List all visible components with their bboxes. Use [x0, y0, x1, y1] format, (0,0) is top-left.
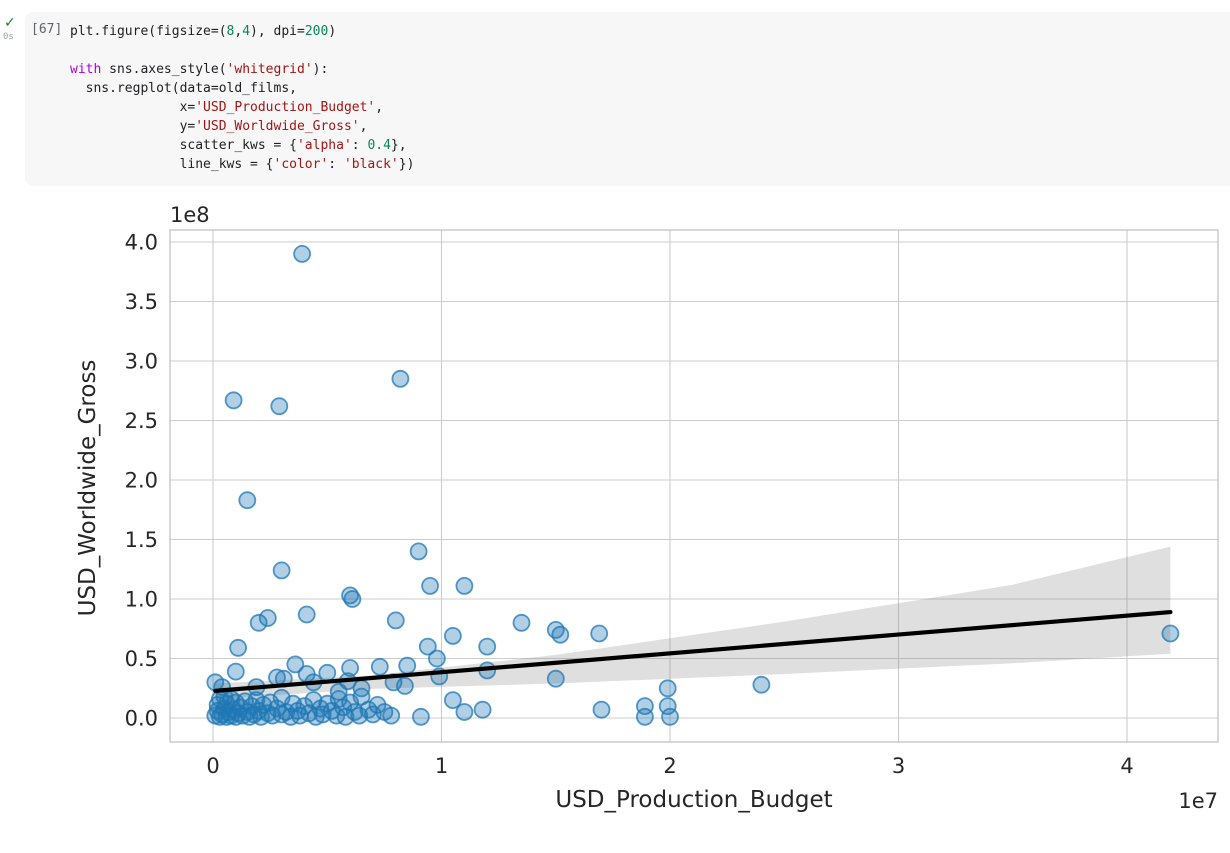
axes-frame	[169, 229, 1219, 743]
y-tick-label: 3.0	[125, 350, 158, 374]
y-tick-label: 2.0	[125, 469, 158, 493]
y-tick-label: 0.0	[125, 707, 158, 731]
scatter-point	[455, 703, 474, 721]
scatter-point	[636, 707, 654, 726]
scatter-point	[343, 590, 362, 608]
x-axis-label: USD_Production_Budget	[555, 787, 832, 813]
scatter-point	[411, 707, 430, 726]
code-line[interactable]: with sns.axes_style('whitegrid'):	[70, 62, 329, 77]
scatter-point	[313, 705, 332, 724]
scatter-point	[427, 649, 446, 668]
code-line[interactable]: x='USD_Production_Budget',	[70, 100, 384, 115]
regplot-chart: 0 1 2 3 4 0.0 0.5 1.0 1.5 2.0 2.5 3.0 3.5 4.0 1e8 1e7 US…	[75, 203, 1219, 813]
scatter-point	[270, 397, 289, 416]
y-tick-label: 4.0	[125, 231, 158, 255]
scatter-point	[478, 637, 497, 656]
scatter-point	[658, 679, 677, 698]
confidence-band	[215, 546, 1171, 699]
scatter-point	[661, 707, 679, 726]
code-line[interactable]: sns.regplot(data=old_films,	[70, 81, 297, 96]
scatter-point	[546, 669, 565, 688]
scatter-point	[1161, 624, 1180, 643]
code-line[interactable]: line_kws = {'color': 'black'})	[70, 157, 415, 172]
code-cell[interactable]: [67] plt.figure(figsize=(8,4), dpi=200) …	[25, 12, 1230, 186]
x-tick-label: 3	[892, 754, 905, 778]
x-tick-label: 4	[1120, 754, 1133, 778]
scatter-point	[512, 613, 531, 632]
scatter-point	[226, 662, 245, 681]
code-line[interactable]	[70, 41, 414, 60]
scatter-point	[286, 655, 305, 674]
scatter-point	[293, 245, 312, 263]
y-tick-label: 3.5	[125, 290, 158, 314]
x-tick-label: 2	[663, 754, 676, 778]
code-line[interactable]: y='USD_Worldwide_Gross',	[70, 119, 368, 134]
scatter-point	[421, 576, 440, 595]
scatter-point	[229, 638, 248, 657]
scatter-point	[238, 491, 257, 510]
y-tick-label: 0.5	[125, 647, 158, 671]
code-editor[interactable]: plt.figure(figsize=(8,4), dpi=200) with …	[70, 22, 414, 174]
x-tick-label: 1	[435, 754, 448, 778]
scatter-point	[590, 624, 609, 643]
y-tick-label: 1.0	[125, 588, 158, 612]
y-tick-label: 2.5	[125, 409, 158, 433]
cell-execution-count[interactable]: [67]	[31, 22, 63, 37]
scatter-point	[443, 691, 462, 710]
x-axis-offset-text: 1e7	[1178, 789, 1218, 813]
scatter-point	[386, 611, 405, 630]
scatter-point	[658, 697, 677, 715]
scatter-point	[382, 706, 401, 725]
scatter-point	[391, 369, 410, 388]
scatter-point	[258, 609, 277, 627]
code-line[interactable]: scatter_kws = {'alpha': 0.4},	[70, 138, 407, 153]
cell-gutter: ✓ 0s	[0, 12, 25, 72]
scatter-point	[398, 656, 417, 675]
scatter-point	[350, 706, 369, 725]
cell-success-check-icon: ✓	[4, 14, 16, 30]
x-tick-label: 0	[206, 754, 219, 778]
scatter-point	[409, 542, 428, 561]
scatter-point	[473, 700, 492, 719]
y-tick-label: 1.5	[125, 528, 158, 552]
scatter-point	[592, 700, 611, 719]
scatter-point	[443, 626, 462, 645]
regression-line	[213, 609, 1173, 693]
cell-execution-time: 0s	[3, 32, 14, 42]
scatter-point	[418, 637, 437, 656]
cell-output: 0 1 2 3 4 0.0 0.5 1.0 1.5 2.0 2.5 3.0 3.5 4.0 1e8 1e7 US…	[0, 193, 1230, 853]
y-axis-offset-text: 1e8	[170, 203, 210, 227]
y-axis-label: USD_Worldwide_Gross	[75, 360, 101, 617]
scatter-point	[370, 657, 389, 676]
scatter-point	[297, 605, 316, 624]
scatter-point	[272, 561, 291, 580]
scatter-point	[318, 663, 337, 682]
scatter-point	[455, 576, 474, 595]
scatter-point	[752, 675, 771, 694]
code-line[interactable]: plt.figure(figsize=(8,4), dpi=200)	[70, 24, 337, 39]
scatter-point	[224, 391, 243, 410]
scatter-point	[341, 659, 360, 677]
scatter-point	[249, 613, 268, 632]
scatter-point	[551, 625, 570, 644]
